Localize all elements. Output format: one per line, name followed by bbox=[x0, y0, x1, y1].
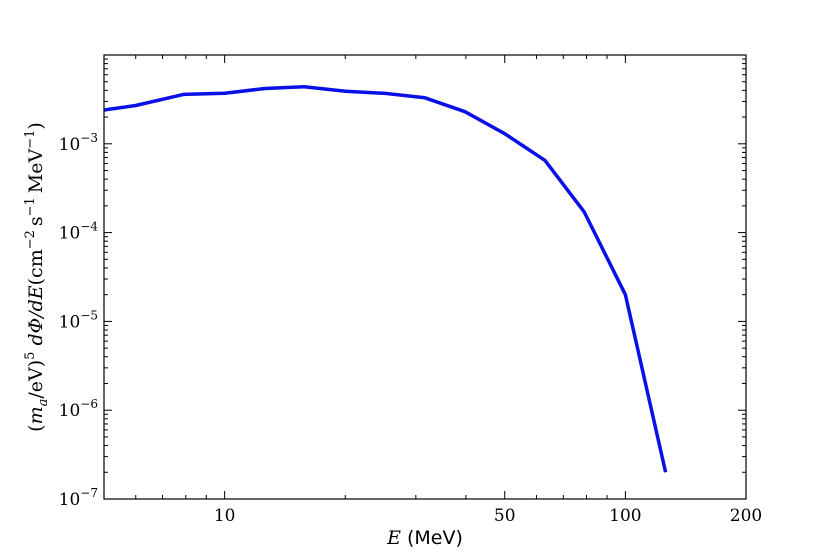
tick-marks bbox=[103, 55, 747, 500]
y-label-paren-open: ( bbox=[25, 424, 47, 431]
y-label-mev: MeV bbox=[25, 148, 47, 193]
y-tick-label: 10−7 bbox=[59, 486, 98, 510]
x-axis-label: E (MeV) bbox=[386, 527, 463, 549]
y-label-units-close: ) bbox=[25, 122, 47, 129]
y-label-m: m bbox=[25, 406, 47, 424]
series-line-0 bbox=[103, 84, 668, 473]
y-tick-label: 10−5 bbox=[59, 308, 98, 332]
y-label-exp-m2: −2 bbox=[23, 230, 38, 249]
y-tick-labels: 10−7 10−6 10−5 10−4 10−3 bbox=[59, 131, 99, 510]
y-label-units-open: (cm bbox=[25, 249, 47, 285]
plot-frame bbox=[103, 54, 747, 500]
x-tick-label: 100 bbox=[609, 506, 641, 526]
y-label-exp5: 5 bbox=[23, 352, 38, 360]
y-label-dphi-de: dΦ/dE bbox=[25, 285, 47, 345]
y-tick-label: 10−6 bbox=[59, 397, 98, 421]
y-label-s: s bbox=[25, 216, 47, 226]
y-label-slash-ev: /eV) bbox=[25, 360, 47, 399]
y-tick-label: 10−4 bbox=[59, 220, 99, 244]
x-tick-label: 10 bbox=[214, 506, 236, 526]
x-tick-label: 50 bbox=[494, 506, 516, 526]
x-axis-var: E bbox=[386, 527, 401, 549]
x-tick-labels: 10 50 100 200 bbox=[214, 506, 762, 526]
plot-series bbox=[103, 84, 668, 473]
y-label-exp-m1b: −1 bbox=[23, 130, 38, 149]
y-axis-label: (ma/eV)5dΦ/dE(cm−2s−1MeV−1) bbox=[23, 122, 51, 432]
y-label-m-sub: a bbox=[36, 399, 51, 407]
y-tick-label: 10−3 bbox=[59, 131, 98, 155]
x-axis-unit: (MeV) bbox=[407, 527, 463, 549]
x-tick-label: 200 bbox=[730, 506, 762, 526]
y-label-exp-m1a: −1 bbox=[23, 197, 38, 216]
